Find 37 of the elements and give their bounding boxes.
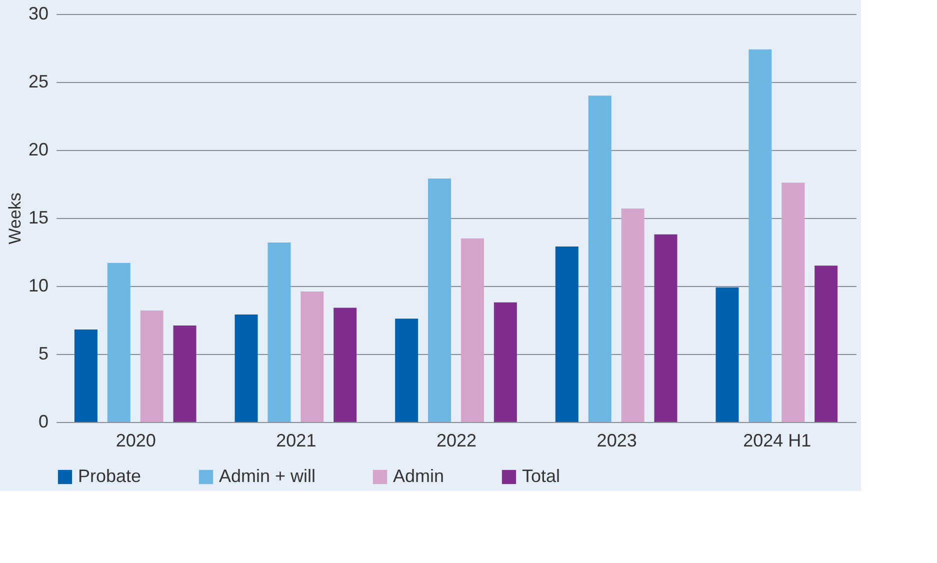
bar [300,291,324,422]
y-tick-label: 10 [28,276,48,296]
legend-label: Admin [393,466,444,486]
bar [748,49,772,422]
y-tick-label: 0 [38,412,48,432]
bar [395,318,418,422]
x-tick-label: 2020 [116,430,156,450]
bar [107,262,130,422]
bar [782,182,805,422]
legend-label: Admin + will [219,466,316,486]
x-tick-label: 2022 [436,430,477,450]
legend-label: Total [522,466,560,486]
bar [268,242,291,422]
y-tick-label: 5 [38,344,48,364]
bar [716,287,739,422]
x-tick-label: 2021 [276,430,316,450]
y-axis-title: Weeks [5,192,24,244]
bar [494,302,517,422]
bar [173,325,196,422]
bar [234,314,258,422]
bar [621,208,644,422]
bar [74,330,98,422]
bar [654,234,678,422]
bar [428,178,452,422]
y-tick-label: 20 [28,140,48,160]
x-tick-label: 2023 [596,430,637,450]
y-tick-label: 25 [28,72,48,92]
legend-label: Probate [78,466,142,486]
bar [555,246,578,422]
bar [814,266,838,422]
y-tick-label: 30 [28,4,48,24]
bar [588,96,612,422]
x-tick-label: 2024 H1 [743,430,812,450]
bar [334,308,357,422]
y-tick-label: 15 [28,208,48,228]
bar [140,310,164,422]
bar [460,238,484,422]
